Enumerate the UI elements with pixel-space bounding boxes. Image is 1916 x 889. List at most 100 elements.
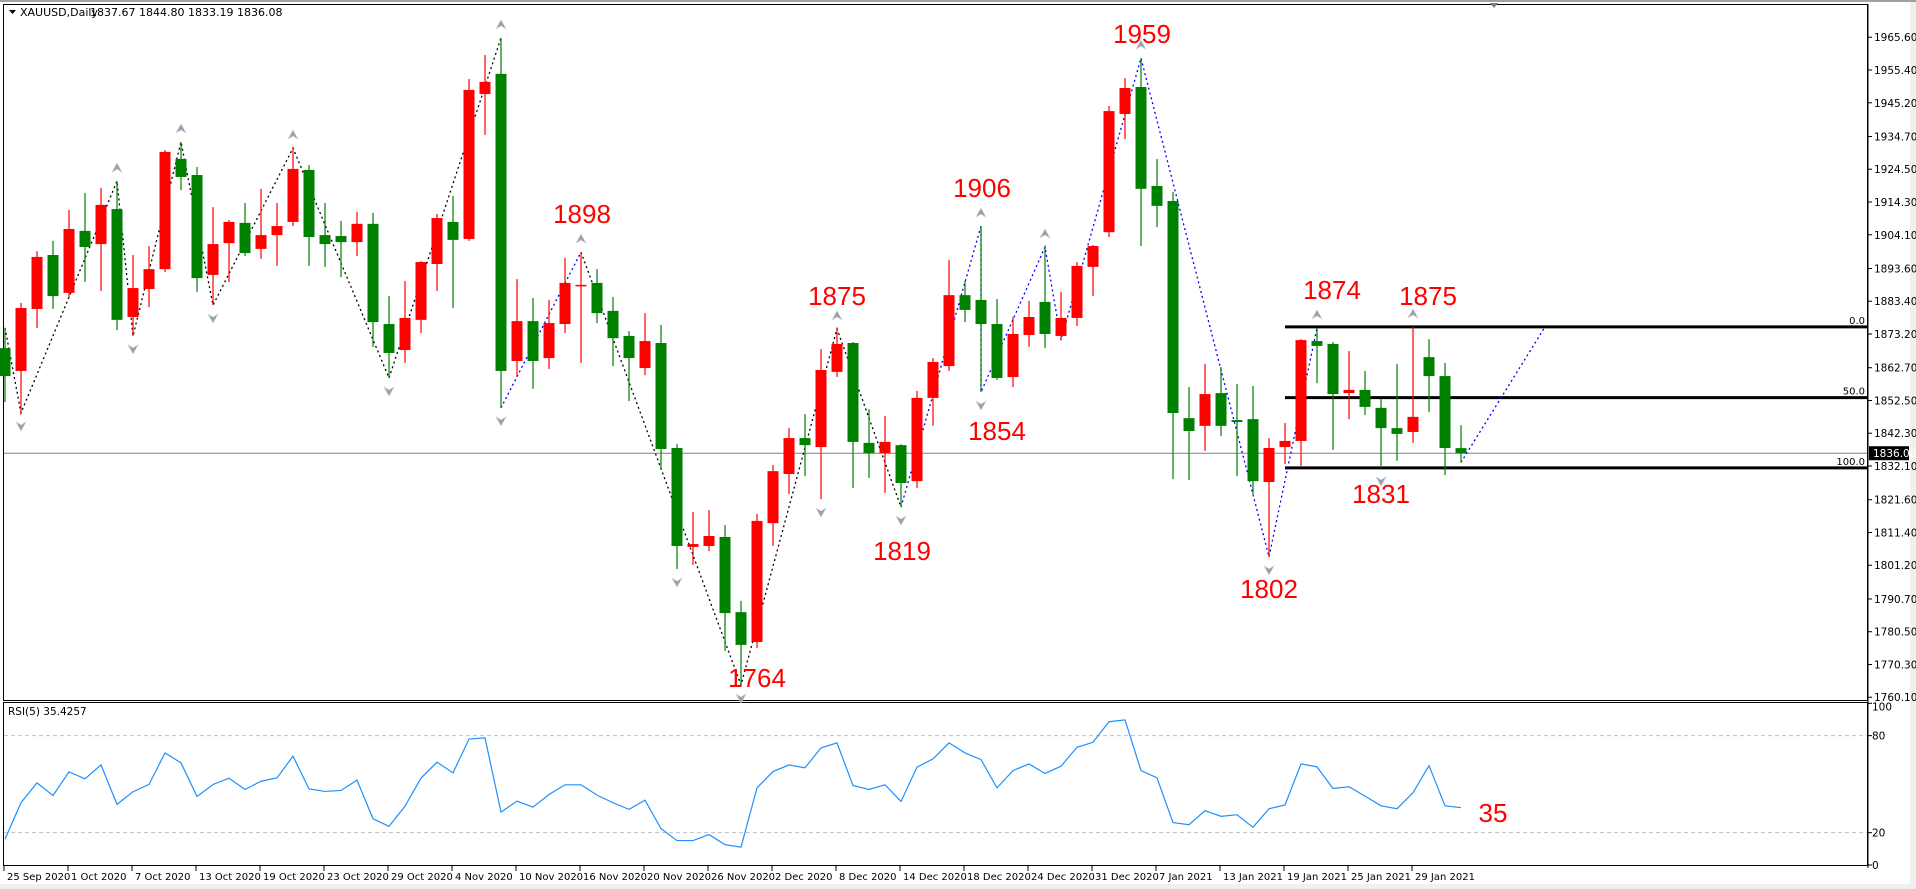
candle <box>1439 362 1451 475</box>
candle <box>31 251 43 328</box>
candle <box>63 210 75 299</box>
fractal-down-arrow-icon <box>207 313 219 324</box>
bearish-candle-body <box>1311 341 1323 346</box>
fractal-down-arrow-icon <box>127 344 139 355</box>
candle <box>879 415 891 493</box>
fractal-up-arrow-icon <box>831 310 843 321</box>
candle <box>79 193 91 282</box>
price-tick-label: 1801.20 <box>1874 560 1916 572</box>
bearish-candle-body <box>607 310 619 339</box>
bullish-candle-body <box>687 544 699 547</box>
bullish-candle-body <box>767 471 779 524</box>
bullish-candle-body <box>1263 448 1275 483</box>
price-annotation: 1819 <box>873 536 931 566</box>
bullish-candle-body <box>271 226 283 236</box>
bullish-candle-body <box>95 204 107 245</box>
fibonacci-retracement[interactable]: 0.0 50.0 100.0 <box>1285 316 1867 470</box>
fractal-down-arrow-icon <box>383 386 395 397</box>
bullish-candle-body <box>1199 394 1211 426</box>
price-tick-label: 1945.20 <box>1874 98 1916 110</box>
fractal-up-arrow-icon <box>575 233 587 244</box>
candle <box>847 342 859 489</box>
rsi-axis: 100 80 20 0 <box>1868 701 1892 872</box>
candle <box>335 220 347 278</box>
price-tick-label: 1811.40 <box>1874 527 1916 539</box>
bullish-candle-body <box>1103 111 1115 233</box>
bullish-candle-body <box>143 269 155 290</box>
date-tick-label: 1 Oct 2020 <box>71 872 126 883</box>
candle <box>463 78 475 241</box>
bearish-candle-body <box>1039 301 1051 334</box>
date-tick-label: 13 Oct 2020 <box>199 872 261 883</box>
bearish-candle-body <box>383 324 395 353</box>
candle <box>1119 78 1131 140</box>
candle <box>623 331 635 402</box>
candle <box>1151 158 1163 228</box>
bearish-candle-body <box>1135 87 1147 189</box>
zigzag-black-segment <box>4 37 502 416</box>
bearish-candle-body <box>735 612 747 645</box>
fractal-down-arrow-icon <box>895 515 907 526</box>
candle <box>751 513 763 649</box>
date-tick-label: 18 Dec 2020 <box>967 872 1031 883</box>
dropdown-triangle-icon[interactable] <box>9 10 16 14</box>
fractal-up-arrow-icon <box>111 162 123 173</box>
date-tick-label: 26 Nov 2020 <box>711 872 775 883</box>
current-price-label: 1836.08 <box>1873 448 1916 460</box>
candle <box>975 226 987 393</box>
rsi-annotation: 35 <box>1479 798 1508 828</box>
bearish-candle-body <box>335 236 347 243</box>
price-axis[interactable]: 1965.60 1955.40 1945.20 1934.70 1924.50 1914.… <box>1867 4 1916 866</box>
candle <box>831 328 843 378</box>
bullish-candle-body <box>207 244 219 275</box>
window-top-edge <box>0 0 1916 2</box>
bullish-candle-body <box>31 256 43 309</box>
date-tick-label: 24 Dec 2020 <box>1031 872 1095 883</box>
price-tick-label: 1780.50 <box>1874 627 1916 639</box>
bullish-candle-body <box>479 81 491 95</box>
bullish-candle-body <box>943 295 955 367</box>
price-annotation: 1831 <box>1352 479 1410 509</box>
candle <box>191 166 203 292</box>
date-axis[interactable]: 25 Sep 2020 1 Oct 2020 7 Oct 2020 13 Oct 20… <box>3 866 1475 883</box>
bullish-candle-body <box>559 282 571 325</box>
fractal-down-arrow-icon <box>495 416 507 427</box>
bullish-candle-body <box>351 223 363 243</box>
bullish-candle-body <box>159 151 171 270</box>
fractal-up-arrow-icon <box>175 123 187 134</box>
candle <box>991 298 1003 380</box>
candle <box>863 409 875 478</box>
bearish-candle-body <box>799 438 811 446</box>
bearish-candle-body <box>447 221 459 240</box>
candle <box>399 281 411 363</box>
candle <box>815 349 827 500</box>
bearish-candle-body <box>623 335 635 359</box>
chart-shift-marker-icon[interactable] <box>1490 3 1498 8</box>
bearish-candle-body <box>319 235 331 245</box>
bullish-candle-body <box>831 343 843 372</box>
candle <box>1103 105 1115 238</box>
bullish-candle-body <box>1119 87 1131 114</box>
fractal-down-arrow-icon <box>15 421 27 432</box>
fractal-down-arrow-icon <box>975 400 987 411</box>
candle <box>1087 245 1099 297</box>
price-tick-label: 1862.70 <box>1874 363 1916 375</box>
bullish-candle-body <box>639 341 651 369</box>
bearish-candle-body <box>1327 343 1339 395</box>
rsi-line <box>4 719 1462 848</box>
candle <box>895 444 907 508</box>
date-tick-label: 29 Oct 2020 <box>391 872 453 883</box>
price-tick-label: 1924.50 <box>1874 164 1916 176</box>
bearish-candle-body <box>719 536 731 614</box>
bullish-candle-body <box>911 397 923 482</box>
bearish-candle-body <box>367 223 379 323</box>
date-tick-label: 16 Nov 2020 <box>583 872 647 883</box>
date-tick-label: 25 Sep 2020 <box>7 872 70 883</box>
candle <box>351 211 363 256</box>
bottom-edge <box>0 884 1916 889</box>
bearish-candle-body <box>671 448 683 546</box>
candlesticks <box>0 37 1467 686</box>
bullish-candle-body <box>63 228 75 293</box>
